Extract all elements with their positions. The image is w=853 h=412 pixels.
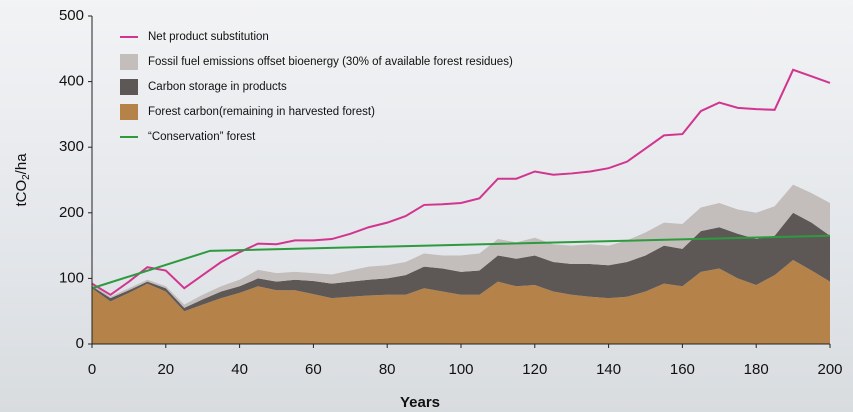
legend-label: Fossil fuel emissions offset bioenergy (… [148,56,513,68]
x-tick-label: 200 [817,361,842,378]
x-tick-label: 0 [88,361,96,378]
y-title-part: tCO [13,180,30,207]
y-title-part: /ha [13,153,30,175]
y-tick-label: 0 [76,335,84,352]
chart: 0 100 200 300 400 500 0 20 40 60 80 100 120 140 160 180… [0,0,853,412]
x-tick-label: 100 [448,361,473,378]
x-tick-label: 60 [305,361,322,378]
y-tick-label: 500 [59,7,84,24]
x-tick-label: 140 [596,361,621,378]
x-tick-label: 20 [157,361,174,378]
legend-label: Carbon storage in products [148,81,287,93]
legend-swatch [120,104,138,120]
x-tick-label: 40 [231,361,248,378]
legend-label: Forest carbon(remaining in harvested for… [148,106,375,118]
legend-label: Net product substitution [148,31,269,43]
x-axis-title: Years [400,394,440,411]
legend-label: “Conservation” forest [148,131,256,143]
y-tick-label: 100 [59,269,84,286]
y-tick-label: 400 [59,73,84,90]
x-tick-label: 180 [744,361,769,378]
x-tick-label: 120 [522,361,547,378]
y-tick-label: 200 [59,204,84,221]
x-tick-label: 80 [379,361,396,378]
legend-swatch [120,54,138,70]
x-tick-label: 160 [670,361,695,378]
y-tick-label: 300 [59,138,84,155]
legend-swatch [120,79,138,95]
